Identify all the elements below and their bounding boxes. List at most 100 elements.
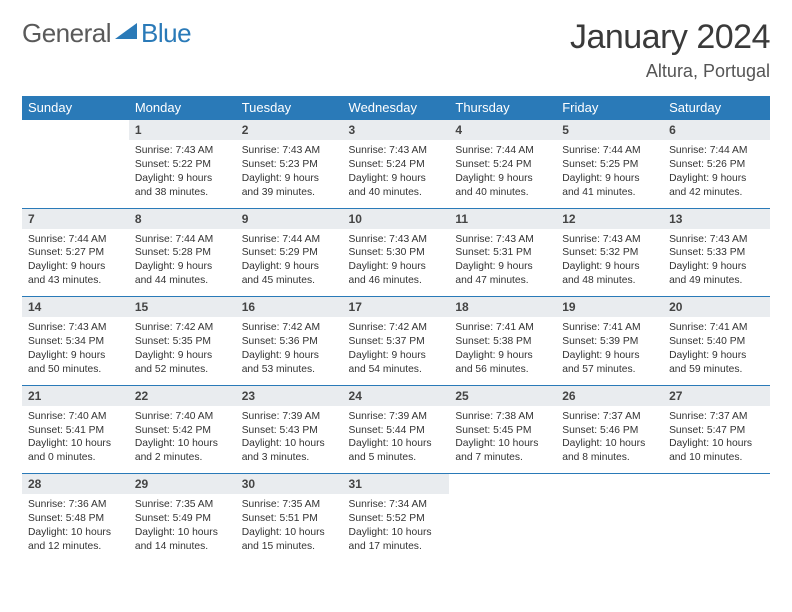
- sunset-text: Sunset: 5:24 PM: [349, 158, 444, 172]
- daylight-line1: Daylight: 9 hours: [242, 260, 337, 274]
- calendar-week-row: 28Sunrise: 7:36 AMSunset: 5:48 PMDayligh…: [22, 473, 770, 562]
- daylight-line2: and 40 minutes.: [349, 186, 444, 200]
- day-body: Sunrise: 7:37 AMSunset: 5:47 PMDaylight:…: [663, 406, 770, 474]
- daylight-line1: Daylight: 10 hours: [135, 526, 230, 540]
- calendar-cell: [663, 473, 770, 562]
- day-number: 15: [129, 296, 236, 317]
- sunrise-text: Sunrise: 7:41 AM: [562, 321, 657, 335]
- day-number: 16: [236, 296, 343, 317]
- calendar-cell: [556, 473, 663, 562]
- day-number: 8: [129, 208, 236, 229]
- day-body: Sunrise: 7:40 AMSunset: 5:41 PMDaylight:…: [22, 406, 129, 474]
- sunset-text: Sunset: 5:27 PM: [28, 246, 123, 260]
- daylight-line1: Daylight: 9 hours: [28, 260, 123, 274]
- sunrise-text: Sunrise: 7:43 AM: [28, 321, 123, 335]
- daylight-line2: and 2 minutes.: [135, 451, 230, 465]
- sunrise-text: Sunrise: 7:44 AM: [242, 233, 337, 247]
- day-body: Sunrise: 7:43 AMSunset: 5:24 PMDaylight:…: [343, 140, 450, 208]
- daylight-line2: and 54 minutes.: [349, 363, 444, 377]
- day-number: 20: [663, 296, 770, 317]
- sunrise-text: Sunrise: 7:40 AM: [135, 410, 230, 424]
- calendar-cell: 30Sunrise: 7:35 AMSunset: 5:51 PMDayligh…: [236, 473, 343, 562]
- day-body: Sunrise: 7:42 AMSunset: 5:36 PMDaylight:…: [236, 317, 343, 385]
- day-body: Sunrise: 7:44 AMSunset: 5:27 PMDaylight:…: [22, 229, 129, 297]
- daylight-line1: Daylight: 10 hours: [455, 437, 550, 451]
- weekday-header-row: Sunday Monday Tuesday Wednesday Thursday…: [22, 96, 770, 119]
- calendar-table: Sunday Monday Tuesday Wednesday Thursday…: [22, 96, 770, 562]
- sunrise-text: Sunrise: 7:35 AM: [242, 498, 337, 512]
- calendar-cell: 4Sunrise: 7:44 AMSunset: 5:24 PMDaylight…: [449, 119, 556, 208]
- sunset-text: Sunset: 5:26 PM: [669, 158, 764, 172]
- sunrise-text: Sunrise: 7:41 AM: [669, 321, 764, 335]
- day-body: Sunrise: 7:35 AMSunset: 5:51 PMDaylight:…: [236, 494, 343, 562]
- day-number: 25: [449, 385, 556, 406]
- daylight-line2: and 0 minutes.: [28, 451, 123, 465]
- day-number: 5: [556, 119, 663, 140]
- empty-day-header: [663, 473, 770, 494]
- sunrise-text: Sunrise: 7:44 AM: [135, 233, 230, 247]
- daylight-line2: and 48 minutes.: [562, 274, 657, 288]
- page-title: January 2024: [570, 18, 770, 57]
- calendar-cell: 16Sunrise: 7:42 AMSunset: 5:36 PMDayligh…: [236, 296, 343, 385]
- daylight-line1: Daylight: 9 hours: [349, 349, 444, 363]
- sunrise-text: Sunrise: 7:43 AM: [242, 144, 337, 158]
- weekday-header: Monday: [129, 96, 236, 119]
- page-subtitle: Altura, Portugal: [570, 61, 770, 82]
- calendar-cell: 18Sunrise: 7:41 AMSunset: 5:38 PMDayligh…: [449, 296, 556, 385]
- daylight-line2: and 8 minutes.: [562, 451, 657, 465]
- sunrise-text: Sunrise: 7:44 AM: [562, 144, 657, 158]
- day-number: 19: [556, 296, 663, 317]
- daylight-line2: and 40 minutes.: [455, 186, 550, 200]
- day-body: Sunrise: 7:35 AMSunset: 5:49 PMDaylight:…: [129, 494, 236, 562]
- calendar-week-row: 1Sunrise: 7:43 AMSunset: 5:22 PMDaylight…: [22, 119, 770, 208]
- sunrise-text: Sunrise: 7:39 AM: [349, 410, 444, 424]
- sunrise-text: Sunrise: 7:39 AM: [242, 410, 337, 424]
- calendar-cell: 10Sunrise: 7:43 AMSunset: 5:30 PMDayligh…: [343, 208, 450, 297]
- calendar-week-row: 14Sunrise: 7:43 AMSunset: 5:34 PMDayligh…: [22, 296, 770, 385]
- daylight-line2: and 45 minutes.: [242, 274, 337, 288]
- day-number: 26: [556, 385, 663, 406]
- sunrise-text: Sunrise: 7:36 AM: [28, 498, 123, 512]
- daylight-line1: Daylight: 10 hours: [562, 437, 657, 451]
- daylight-line1: Daylight: 10 hours: [349, 526, 444, 540]
- day-number: 4: [449, 119, 556, 140]
- daylight-line2: and 7 minutes.: [455, 451, 550, 465]
- brand-part2: Blue: [141, 18, 191, 49]
- day-number: 2: [236, 119, 343, 140]
- daylight-line1: Daylight: 9 hours: [242, 349, 337, 363]
- daylight-line1: Daylight: 10 hours: [28, 526, 123, 540]
- day-number: 13: [663, 208, 770, 229]
- day-body: Sunrise: 7:43 AMSunset: 5:23 PMDaylight:…: [236, 140, 343, 208]
- daylight-line1: Daylight: 9 hours: [562, 260, 657, 274]
- calendar-cell: 17Sunrise: 7:42 AMSunset: 5:37 PMDayligh…: [343, 296, 450, 385]
- daylight-line2: and 46 minutes.: [349, 274, 444, 288]
- sunrise-text: Sunrise: 7:42 AM: [242, 321, 337, 335]
- daylight-line2: and 59 minutes.: [669, 363, 764, 377]
- sunset-text: Sunset: 5:49 PM: [135, 512, 230, 526]
- calendar-cell: 5Sunrise: 7:44 AMSunset: 5:25 PMDaylight…: [556, 119, 663, 208]
- daylight-line2: and 12 minutes.: [28, 540, 123, 554]
- calendar-cell: 13Sunrise: 7:43 AMSunset: 5:33 PMDayligh…: [663, 208, 770, 297]
- sunset-text: Sunset: 5:22 PM: [135, 158, 230, 172]
- sunrise-text: Sunrise: 7:43 AM: [349, 233, 444, 247]
- sunset-text: Sunset: 5:39 PM: [562, 335, 657, 349]
- daylight-line1: Daylight: 9 hours: [28, 349, 123, 363]
- sunrise-text: Sunrise: 7:42 AM: [349, 321, 444, 335]
- daylight-line1: Daylight: 9 hours: [562, 349, 657, 363]
- daylight-line2: and 17 minutes.: [349, 540, 444, 554]
- header: General Blue January 2024 Altura, Portug…: [22, 18, 770, 82]
- daylight-line1: Daylight: 10 hours: [349, 437, 444, 451]
- day-number: 17: [343, 296, 450, 317]
- calendar-cell: 11Sunrise: 7:43 AMSunset: 5:31 PMDayligh…: [449, 208, 556, 297]
- day-number: 28: [22, 473, 129, 494]
- day-body: Sunrise: 7:41 AMSunset: 5:38 PMDaylight:…: [449, 317, 556, 385]
- daylight-line2: and 44 minutes.: [135, 274, 230, 288]
- day-body: Sunrise: 7:43 AMSunset: 5:34 PMDaylight:…: [22, 317, 129, 385]
- sunset-text: Sunset: 5:44 PM: [349, 424, 444, 438]
- sunset-text: Sunset: 5:43 PM: [242, 424, 337, 438]
- day-body: Sunrise: 7:40 AMSunset: 5:42 PMDaylight:…: [129, 406, 236, 474]
- daylight-line1: Daylight: 9 hours: [562, 172, 657, 186]
- daylight-line2: and 38 minutes.: [135, 186, 230, 200]
- weekday-header: Tuesday: [236, 96, 343, 119]
- sunset-text: Sunset: 5:40 PM: [669, 335, 764, 349]
